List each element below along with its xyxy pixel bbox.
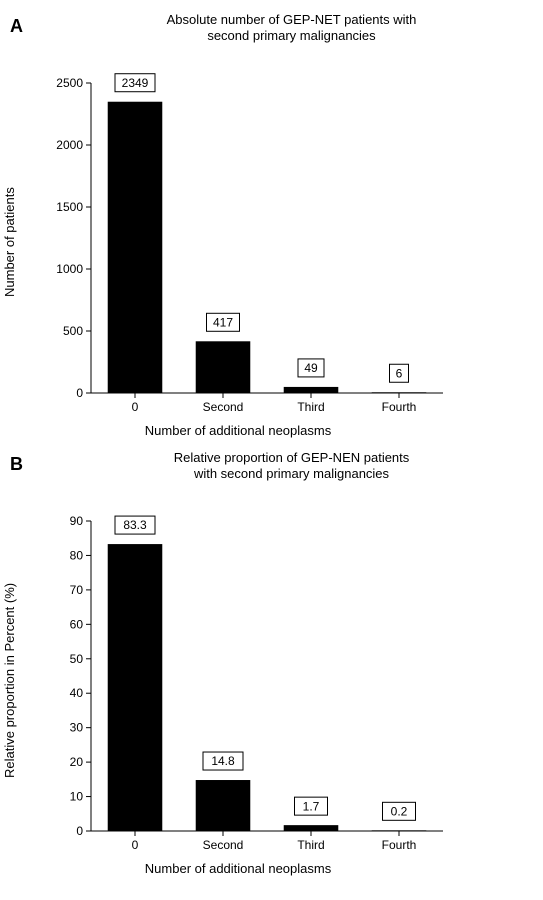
svg-text:0: 0: [76, 386, 83, 400]
panel-B-ylabel: Relative proportion in Percent (%): [0, 485, 23, 876]
panel-A-xlabel: Number of additional neoplasms: [23, 423, 453, 438]
bar: [108, 544, 163, 831]
panel-letter-A: A: [10, 16, 23, 37]
panel-A-plot-wrap: Number of patients 050010001500200025000…: [0, 47, 543, 438]
bar: [284, 826, 339, 832]
panel-B-svg: 0 10 20 30 40 50 60 70 80 90 0 83.3 Second 14.8 Third 1…: [23, 485, 453, 859]
svg-text:80: 80: [70, 549, 84, 563]
panel-A-ylabel: Number of patients: [0, 47, 23, 438]
svg-text:90: 90: [70, 514, 84, 528]
svg-text:2000: 2000: [56, 138, 83, 152]
svg-text:500: 500: [63, 324, 83, 338]
svg-text:1.7: 1.7: [303, 800, 320, 814]
category-label: Fourth: [382, 400, 417, 414]
panel-A-axes: 0 500 1000 1500 2000 2500 0 2349 Second 417 Third 4…: [23, 47, 453, 438]
panel-letter-B: B: [10, 454, 23, 475]
svg-text:1000: 1000: [56, 262, 83, 276]
svg-text:30: 30: [70, 721, 84, 735]
category-label: Third: [297, 838, 324, 852]
value-label: 83.3: [115, 516, 155, 534]
panel-A: A Absolute number of GEP-NET patients wi…: [0, 12, 543, 438]
svg-text:50: 50: [70, 652, 84, 666]
svg-text:2500: 2500: [56, 76, 83, 90]
value-label: 14.8: [203, 752, 243, 770]
svg-text:10: 10: [70, 790, 84, 804]
svg-text:40: 40: [70, 687, 84, 701]
category-label: Second: [203, 400, 244, 414]
value-label: 2349: [115, 74, 155, 92]
panel-A-title-line1: Absolute number of GEP-NET patients with: [167, 12, 417, 27]
panel-B: B Relative proportion of GEP-NEN patient…: [0, 450, 543, 876]
category-label: Third: [297, 400, 324, 414]
panel-B-xlabel: Number of additional neoplasms: [23, 861, 453, 876]
bar: [108, 102, 163, 393]
figure: A Absolute number of GEP-NET patients wi…: [0, 0, 543, 900]
bar: [196, 780, 251, 831]
svg-text:70: 70: [70, 583, 84, 597]
svg-text:417: 417: [213, 316, 233, 330]
svg-text:14.8: 14.8: [211, 755, 235, 769]
value-label: 417: [207, 313, 240, 331]
bar: [284, 387, 339, 393]
svg-text:83.3: 83.3: [123, 519, 147, 533]
svg-text:0: 0: [76, 824, 83, 838]
svg-text:1500: 1500: [56, 200, 83, 214]
category-label: 0: [132, 838, 139, 852]
category-label: Fourth: [382, 838, 417, 852]
svg-text:2349: 2349: [122, 76, 149, 90]
panel-B-axes: 0 10 20 30 40 50 60 70 80 90 0 83.3 Second 14.8 Third 1…: [23, 485, 453, 876]
bar: [196, 341, 251, 393]
svg-text:0.2: 0.2: [391, 805, 408, 819]
value-label: 0.2: [383, 803, 416, 821]
panel-B-title-line2: with second primary malignancies: [194, 466, 389, 481]
category-label: Second: [203, 838, 244, 852]
panel-B-plot-wrap: Relative proportion in Percent (%) 0 10 20…: [0, 485, 543, 876]
panel-A-title-line2: second primary malignancies: [207, 28, 375, 43]
panel-A-svg: 0 500 1000 1500 2000 2500 0 2349 Second 417 Third 4…: [23, 47, 453, 421]
value-label: 6: [390, 364, 409, 382]
panel-A-title: Absolute number of GEP-NET patients with…: [100, 12, 483, 43]
svg-text:49: 49: [304, 361, 318, 375]
svg-text:60: 60: [70, 618, 84, 632]
svg-text:20: 20: [70, 755, 84, 769]
panel-B-title: Relative proportion of GEP-NEN patients …: [100, 450, 483, 481]
value-label: 1.7: [295, 798, 328, 816]
category-label: 0: [132, 400, 139, 414]
value-label: 49: [298, 359, 324, 377]
svg-text:6: 6: [396, 367, 403, 381]
panel-B-title-line1: Relative proportion of GEP-NEN patients: [174, 450, 410, 465]
